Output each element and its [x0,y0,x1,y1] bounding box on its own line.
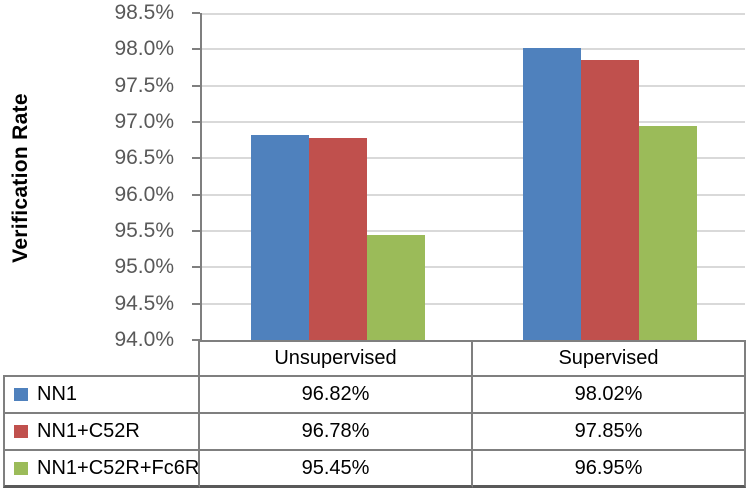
gridline-95-5 [202,230,745,232]
y-tick-mark [192,121,200,123]
value-nn1-c52r-fc6r-unsupervised: 95.45% [200,451,473,488]
legend-swatch-nn1 [14,388,28,401]
y-tick-mark [192,193,200,196]
y-tick-label-96-5: 96.5% [114,146,174,170]
y-tick-label-97-5: 97.5% [114,73,174,97]
table-corner-cell [3,340,200,377]
gridline-98-5 [202,13,745,15]
y-tick-mark [192,266,200,269]
legend-cell-nn1: NN1 [3,377,200,414]
legend-label-nn1-c52r: NN1+C52R [37,420,140,442]
y-tick-mark [192,48,200,51]
gridline-97-0 [202,121,745,123]
y-tick-label-97-0: 97.0% [114,110,174,133]
bar-groups [202,13,746,340]
value-nn1-supervised: 98.02% [473,377,746,414]
value-nn1-unsupervised: 96.82% [200,377,473,414]
y-tick-label-95-0: 95.0% [114,255,174,279]
legend-cell-nn1-c52r-fc6r: NN1+C52R+Fc6R [3,451,200,488]
bar-nn1-c52r-unsupervised [309,138,367,340]
y-tick-mark [192,339,200,341]
y-axis-tick-marks [0,0,200,360]
bar-nn1-supervised [523,47,581,340]
value-nn1-c52r-fc6r-supervised: 96.95% [473,451,746,488]
bar-nn1-c52r-fc6r-supervised [639,125,697,340]
plot-area [200,13,746,340]
category-header-unsupervised: Unsupervised [200,340,473,377]
y-tick-mark [192,230,200,232]
legend-label-nn1-c52r-fc6r: NN1+C52R+Fc6R [37,456,200,479]
legend-swatch-nn1-c52r [14,425,28,438]
y-axis-tick-labels: 98.5% 98.0% 97.5% 97.0% 96.5% 96.0% 95.5% 95.0%… [0,0,174,360]
legend-label-nn1: NN1 [37,383,78,405]
bar-group-unsupervised [202,13,474,340]
gridline-96-0 [202,194,745,196]
y-tick-label-98-5: 98.5% [114,1,174,24]
y-tick-label-94-5: 94.5% [114,291,174,315]
category-header-supervised: Supervised [473,340,746,377]
y-tick-label-96-0: 96.0% [114,182,174,206]
y-tick-label-98-0: 98.0% [114,37,174,61]
value-nn1-c52r-supervised: 97.85% [473,414,746,451]
data-table: Unsupervised Supervised NN1 96.82% 98.02… [3,340,746,488]
y-tick-mark [192,157,200,160]
y-tick-label-94-0: 94.0% [114,328,174,351]
bar-nn1-c52r-supervised [581,60,639,340]
gridline-96-5 [202,157,745,159]
y-tick-mark [192,12,200,14]
gridline-94-5 [202,303,745,305]
bar-group-supervised [474,13,746,340]
y-tick-mark [192,84,200,87]
gridline-97-5 [202,85,745,87]
value-nn1-c52r-unsupervised: 96.78% [200,414,473,451]
legend-cell-nn1-c52r: NN1+C52R [3,414,200,451]
bar-nn1-unsupervised [251,135,309,340]
gridline-95-0 [202,266,745,268]
y-tick-mark [192,302,200,305]
gridline-98-0 [202,48,745,50]
y-tick-label-95-5: 95.5% [114,219,174,242]
legend-swatch-nn1-c52r-fc6r [14,461,28,475]
bar-nn1-c52r-fc6r-unsupervised [367,234,425,340]
